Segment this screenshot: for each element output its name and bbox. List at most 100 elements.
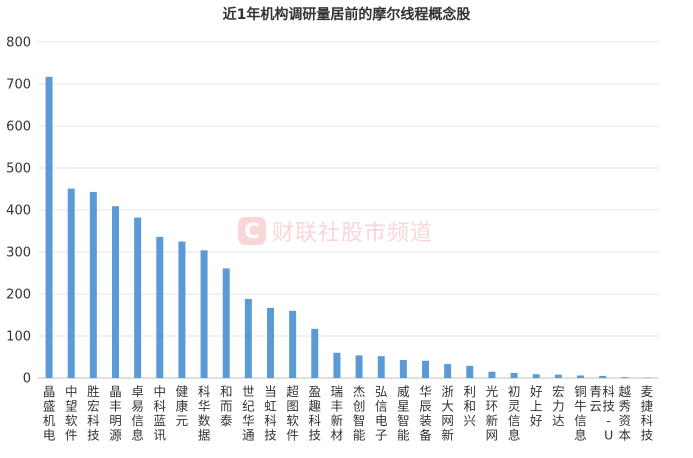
x-tick-char: 元 (176, 413, 189, 428)
x-tick-char: 据 (198, 428, 211, 443)
x-tick-char: 中 (65, 384, 78, 399)
bar (621, 377, 629, 378)
x-tick-char: 新 (331, 413, 344, 428)
x-tick-char: 资 (619, 413, 632, 428)
x-tick-char: 丰 (331, 399, 344, 414)
x-tick-char: 网 (441, 413, 454, 428)
chart-title: 近1年机构调研量居前的摩尔线程概念股 (222, 7, 471, 23)
x-tick-char: 能 (353, 428, 366, 443)
bar (510, 372, 518, 378)
y-tick-label: 500 (6, 162, 31, 177)
x-tick-char: 青 (589, 384, 602, 399)
x-tick-label: 宏力达 (552, 384, 565, 428)
x-tick-char: 和 (220, 384, 233, 399)
y-tick-label: 600 (6, 120, 31, 135)
x-tick-char: 盈 (309, 384, 322, 399)
x-tick-char: 初 (508, 384, 521, 399)
x-tick-char: 世 (242, 384, 255, 399)
x-tick-char: 蓝 (154, 413, 167, 428)
y-tick-label: 300 (6, 246, 31, 261)
x-tick-char: 电 (43, 428, 56, 443)
y-tick-label: 700 (6, 78, 31, 93)
y-tick-label: 800 (6, 36, 31, 51)
x-tick-char: 华 (419, 384, 432, 399)
x-tick-char: 达 (552, 413, 565, 428)
x-tick-char: 科 (264, 413, 277, 428)
x-tick-char: 能 (397, 428, 410, 443)
y-tick-label: 400 (6, 204, 31, 219)
x-tick-char: 宏 (87, 399, 100, 414)
x-tick-label: 和而泰 (220, 384, 233, 428)
x-tick-label: 好上好 (530, 384, 543, 428)
x-tick-char: 云 (589, 399, 602, 414)
x-tick-char: 环 (486, 399, 499, 414)
x-tick-char: 秀 (619, 399, 632, 414)
x-tick-char: 康 (176, 399, 189, 414)
bars (45, 76, 651, 379)
x-tick-char: 铜 (574, 384, 587, 399)
x-tick-char: 讯 (154, 428, 167, 443)
bar (377, 356, 385, 378)
bar (156, 236, 164, 378)
bar (311, 328, 319, 378)
x-tick-char: U (604, 428, 613, 443)
x-axis: 晶盛机电中望软件胜宏科技晶丰明源卓易信息中科蓝讯健康元科华数据和而泰世纪华通当虹… (43, 384, 654, 443)
x-tick-char: 易 (131, 399, 144, 414)
x-tick-char: 盛 (43, 399, 56, 414)
x-tick-char: 子 (375, 428, 388, 443)
x-tick-char: 灵 (508, 399, 521, 414)
x-tick-char: 好 (530, 384, 543, 399)
x-tick-char: 星 (397, 399, 410, 414)
bar (67, 188, 75, 378)
x-tick-char: 图 (286, 399, 299, 414)
bar (554, 374, 562, 378)
x-tick-char: 技 (87, 428, 100, 443)
bar (399, 359, 407, 378)
x-tick-char: 晶 (109, 384, 122, 399)
x-tick-char: 杰 (353, 384, 366, 399)
x-tick-char: 兴 (464, 413, 477, 428)
x-tick-char: 件 (286, 428, 299, 443)
x-tick-char: 息 (574, 428, 587, 443)
gridlines (38, 41, 658, 379)
bar (488, 371, 496, 378)
x-tick-char: 科 (641, 413, 654, 428)
x-tick-char: 新 (486, 413, 499, 428)
x-tick-char: 越 (619, 384, 632, 399)
x-tick-char: 科 (198, 384, 211, 399)
x-tick-char: 软 (65, 413, 78, 428)
x-tick-char: 麦 (641, 384, 654, 399)
bar (422, 360, 429, 378)
x-tick-char: 浙 (441, 384, 454, 399)
x-tick-char: 信 (131, 413, 144, 428)
x-tick-char: 卓 (131, 384, 144, 399)
x-tick-char: 技 (641, 428, 654, 443)
x-tick-char: 力 (552, 399, 565, 414)
x-tick-char: 新 (441, 428, 454, 443)
x-tick-char: 科 (87, 413, 100, 428)
x-tick-char: 威 (397, 384, 410, 399)
x-tick-char: 牛 (574, 399, 587, 414)
bar (466, 365, 474, 378)
bar (289, 310, 297, 378)
x-tick-label: 利和兴 (464, 384, 477, 428)
x-tick-char: 好 (530, 413, 543, 428)
x-tick-char: 晶 (43, 384, 56, 399)
x-tick-char: 望 (65, 399, 78, 414)
x-tick-char: 材 (331, 428, 344, 443)
bar (532, 374, 540, 378)
x-tick-char: 网 (486, 428, 499, 443)
x-tick-char: 辰 (419, 399, 432, 414)
x-tick-char: 科 (309, 413, 322, 428)
